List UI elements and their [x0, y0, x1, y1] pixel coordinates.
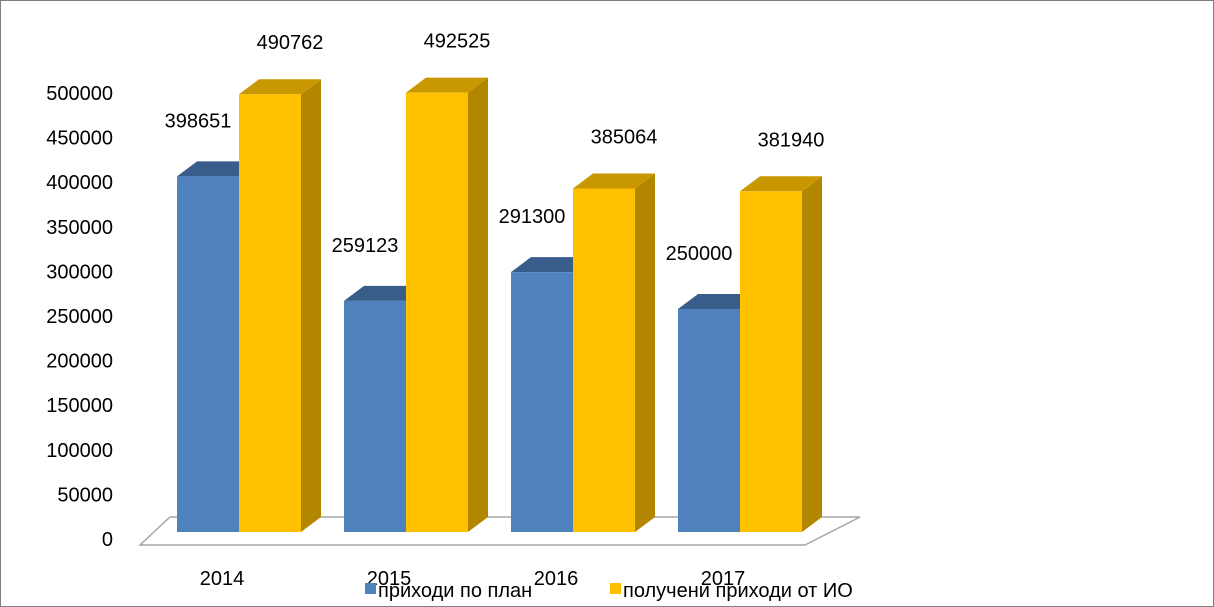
- y-tick-label: 300000: [46, 261, 113, 283]
- bar-side: [301, 79, 321, 532]
- legend-swatch-series-2: [610, 583, 621, 594]
- bar-series-2: [740, 176, 822, 533]
- y-tick-label: 100000: [46, 440, 113, 462]
- bar-top: [344, 285, 426, 301]
- bar-front: [239, 94, 301, 532]
- bar-top: [678, 294, 760, 309]
- data-label-series-1: 259123: [332, 235, 399, 257]
- bar-top: [406, 77, 488, 93]
- bar-top: [511, 257, 593, 273]
- data-label-series-1: 398651: [165, 110, 232, 132]
- y-tick-label: 250000: [46, 306, 113, 328]
- legend-swatch-series-1: [365, 583, 376, 594]
- data-label-series-2: 385064: [591, 127, 658, 149]
- data-label-series-2: 492525: [424, 31, 491, 53]
- bar-series-2: [573, 173, 655, 532]
- data-label-series-1: 291300: [499, 206, 566, 228]
- bar-top: [177, 161, 259, 177]
- bar-side: [635, 173, 655, 532]
- x-tick-label: 2016: [534, 568, 579, 590]
- data-label-series-2: 490762: [257, 32, 324, 54]
- y-tick-label: 350000: [46, 217, 113, 239]
- y-tick-label: 0: [102, 529, 113, 551]
- bar-front: [344, 300, 406, 532]
- bar-side: [802, 176, 822, 533]
- bar-front: [511, 272, 573, 532]
- bar-top: [239, 79, 321, 95]
- x-tick-label: 2014: [200, 568, 245, 590]
- y-tick-label: 500000: [46, 83, 113, 105]
- data-label-series-2: 381940: [758, 129, 825, 151]
- y-tick-label: 150000: [46, 395, 113, 417]
- legend: приходи по план получени приходи от ИО: [365, 580, 853, 602]
- bar-front: [678, 309, 740, 532]
- bar-front: [406, 92, 468, 533]
- bar-front: [177, 176, 239, 532]
- legend-label-series-1: приходи по план: [378, 580, 532, 602]
- y-tick-label: 200000: [46, 351, 113, 373]
- data-label-series-1: 250000: [666, 243, 733, 265]
- x-tick-label: 2015: [367, 568, 412, 590]
- bar-top: [740, 176, 822, 192]
- y-tick-label: 400000: [46, 172, 113, 194]
- legend-label-series-2: получени приходи от ИО: [623, 580, 853, 602]
- bar-front: [740, 191, 802, 533]
- bar-front: [573, 188, 635, 532]
- bar-side: [468, 77, 488, 533]
- bar-series-2: [239, 79, 321, 532]
- bar-top: [573, 173, 655, 189]
- y-tick-label: 50000: [57, 484, 113, 506]
- x-tick-label: 2017: [701, 568, 746, 590]
- y-tick-label: 450000: [46, 128, 113, 150]
- bar-series-2: [406, 77, 488, 533]
